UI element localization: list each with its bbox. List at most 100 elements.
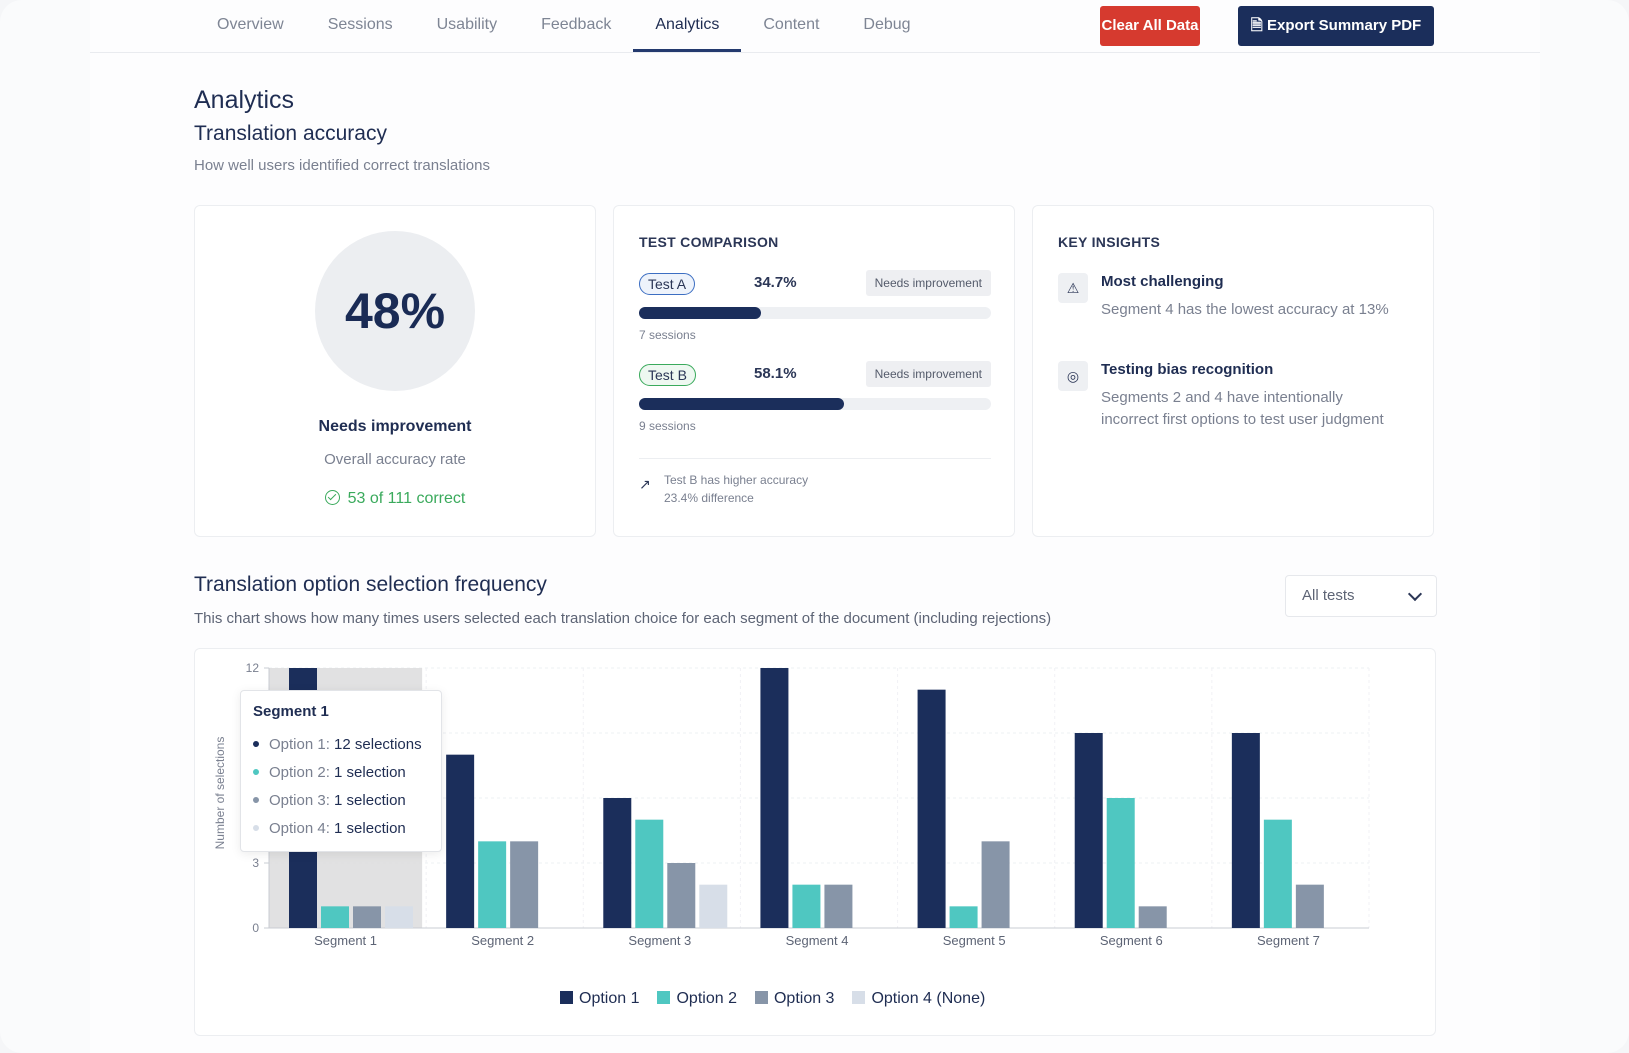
bar xyxy=(667,863,696,928)
bar xyxy=(792,884,821,928)
divider xyxy=(639,458,991,459)
tab-content[interactable]: Content xyxy=(763,16,820,33)
tab-usability[interactable]: Usability xyxy=(436,16,498,33)
insight-text: Segment 4 has the lowest accuracy at 13% xyxy=(1101,301,1389,318)
test-row: Test A 34.7% Needs improvement 7 session… xyxy=(639,270,991,353)
legend-item[interactable]: Option 4 (None) xyxy=(852,990,985,1010)
bar xyxy=(603,798,632,928)
section-title: Translation accuracy xyxy=(194,122,387,145)
bar xyxy=(1263,819,1292,928)
legend-label: Option 4 (None) xyxy=(871,990,986,1007)
tab-analytics[interactable]: Analytics xyxy=(633,0,742,52)
comparison-note-line1: Test B has higher accuracy xyxy=(664,473,809,487)
accuracy-circle: 48% xyxy=(315,231,475,391)
bar xyxy=(949,906,978,928)
bar xyxy=(699,884,728,928)
section-subtitle: How well users identified correct transl… xyxy=(194,157,490,174)
legend-item[interactable]: Option 1 xyxy=(560,990,639,1010)
insight-title: Testing bias recognition xyxy=(1101,361,1274,378)
option1-dot xyxy=(253,741,259,747)
x-tick-label: Segment 7 xyxy=(1257,933,1320,948)
legend-item[interactable]: Option 2 xyxy=(657,990,737,1010)
top-nav xyxy=(90,0,1540,53)
clear-all-data-button[interactable]: Clear All Data xyxy=(1100,6,1200,46)
bar xyxy=(1231,733,1260,928)
accuracy-status: Needs improvement xyxy=(318,418,472,435)
insight-text: Segments 2 and 4 have intentionally inco… xyxy=(1101,389,1384,428)
key-insights-card: KEY INSIGHTS ⚠ Most challenging Segment … xyxy=(1032,205,1434,537)
bar xyxy=(478,841,507,928)
chevron-down-icon xyxy=(1407,586,1423,602)
y-tick-label: 3 xyxy=(252,856,259,870)
test-filter-value: All tests xyxy=(1302,587,1355,604)
chart-tooltip: Segment 1 Option 1: 12 selections Option… xyxy=(240,690,442,852)
option4-dot xyxy=(253,825,259,831)
test-a-progress-fill xyxy=(639,307,762,319)
tooltip-value: 1 selection xyxy=(334,792,406,809)
tooltip-line: Option 4: 1 selection xyxy=(253,820,406,837)
export-label: Export Summary PDF xyxy=(1267,17,1422,34)
tooltip-title: Segment 1 xyxy=(253,703,329,720)
test-filter-select[interactable]: All tests xyxy=(1285,575,1437,617)
test-row: Test B 58.1% Needs improvement 9 session… xyxy=(639,361,991,444)
option3-dot xyxy=(253,797,259,803)
frequency-subtitle: This chart shows how many times users se… xyxy=(194,610,1052,627)
accuracy-caption: Overall accuracy rate xyxy=(324,451,466,468)
tab-sessions[interactable]: Sessions xyxy=(327,16,393,33)
comparison-note-line2: 23.4% difference xyxy=(664,491,754,505)
legend-swatch xyxy=(754,991,768,1004)
tab-feedback[interactable]: Feedback xyxy=(541,16,612,33)
x-tick-label: Segment 5 xyxy=(943,933,1006,948)
test-b-badge: Needs improvement xyxy=(865,361,991,387)
tooltip-value: 12 selections xyxy=(334,736,422,753)
test-b-percent: 58.1% xyxy=(754,365,797,382)
tab-overview[interactable]: Overview xyxy=(217,16,284,33)
bar xyxy=(917,689,946,928)
x-tick-label: Segment 4 xyxy=(786,933,849,948)
x-tick-label: Segment 6 xyxy=(1100,933,1163,948)
trending-up-icon: ↗ xyxy=(639,476,651,492)
legend-swatch xyxy=(657,991,671,1004)
export-summary-pdf-button[interactable]: 🗎 Export Summary PDF xyxy=(1238,6,1434,46)
bar xyxy=(1138,906,1167,928)
test-comparison-title: TEST COMPARISON xyxy=(639,234,779,250)
legend-label: Option 3 xyxy=(773,990,835,1007)
page-title: Analytics xyxy=(194,86,295,114)
legend-label: Option 2 xyxy=(676,990,737,1007)
option2-dot xyxy=(253,769,259,775)
y-tick-label: 12 xyxy=(246,661,260,675)
tooltip-label: Option 2: xyxy=(269,764,330,781)
test-b-sessions: 9 sessions xyxy=(639,419,696,433)
tooltip-line: Option 3: 1 selection xyxy=(253,792,406,809)
legend-label: Option 1 xyxy=(579,990,640,1007)
chart-legend: Option 1 Option 2 Option 3 Option 4 (Non… xyxy=(560,990,1003,1010)
test-comparison-card: TEST COMPARISON Test A 34.7% Needs impro… xyxy=(613,205,1015,537)
correct-count-text: 53 of 111 correct xyxy=(347,490,466,507)
frequency-title: Translation option selection frequency xyxy=(194,573,547,596)
test-a-badge: Needs improvement xyxy=(865,270,991,296)
comparison-note-text: Test B has higher accuracy 23.4% differe… xyxy=(664,471,924,507)
correct-count: 53 of 111 correct xyxy=(195,490,595,508)
legend-item[interactable]: Option 3 xyxy=(754,990,835,1010)
target-icon: ◎ xyxy=(1058,361,1088,391)
insight-title: Most challenging xyxy=(1101,273,1224,290)
legend-swatch xyxy=(852,991,866,1004)
tooltip-line: Option 1: 12 selections xyxy=(253,736,422,753)
accuracy-card: 48% Needs improvement Overall accuracy r… xyxy=(194,205,596,537)
tab-debug[interactable]: Debug xyxy=(863,16,911,33)
bar xyxy=(510,841,539,928)
legend-swatch xyxy=(560,991,573,1004)
bar xyxy=(1074,733,1103,928)
bar xyxy=(635,819,664,928)
x-tick-label: Segment 1 xyxy=(314,933,377,948)
bar xyxy=(385,906,413,928)
test-b-progress-track xyxy=(639,398,991,410)
bar xyxy=(353,906,381,928)
bar xyxy=(824,884,853,928)
x-tick-label: Segment 2 xyxy=(471,933,534,948)
y-axis-label: Number of selections xyxy=(213,737,227,850)
bar xyxy=(321,906,349,928)
tooltip-label: Option 1: xyxy=(269,736,330,753)
key-insights-title: KEY INSIGHTS xyxy=(1058,234,1161,250)
